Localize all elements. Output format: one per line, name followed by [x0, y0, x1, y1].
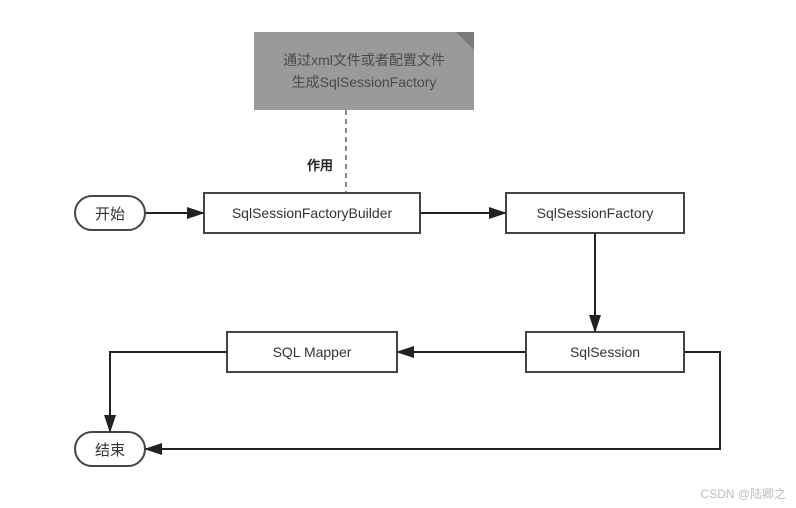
edge-mapper-end	[110, 352, 226, 431]
start-node: 开始	[74, 195, 146, 231]
end-label: 结束	[95, 439, 125, 460]
note-line2: 生成SqlSessionFactory	[292, 71, 437, 93]
note-line1: 通过xml文件或者配置文件	[283, 49, 445, 71]
watermark: CSDN @陆卿之	[700, 485, 786, 502]
builder-label: SqlSessionFactoryBuilder	[232, 205, 392, 221]
session-node: SqlSession	[525, 331, 685, 373]
builder-node: SqlSessionFactoryBuilder	[203, 192, 421, 234]
start-label: 开始	[95, 203, 125, 224]
note-box: 通过xml文件或者配置文件 生成SqlSessionFactory	[254, 32, 474, 110]
mapper-node: SQL Mapper	[226, 331, 398, 373]
edge-label: 作用	[307, 155, 333, 174]
end-node: 结束	[74, 431, 146, 467]
session-label: SqlSession	[570, 344, 640, 360]
note-fold-icon	[456, 32, 474, 50]
factory-node: SqlSessionFactory	[505, 192, 685, 234]
mapper-label: SQL Mapper	[273, 344, 352, 360]
factory-label: SqlSessionFactory	[537, 205, 654, 221]
